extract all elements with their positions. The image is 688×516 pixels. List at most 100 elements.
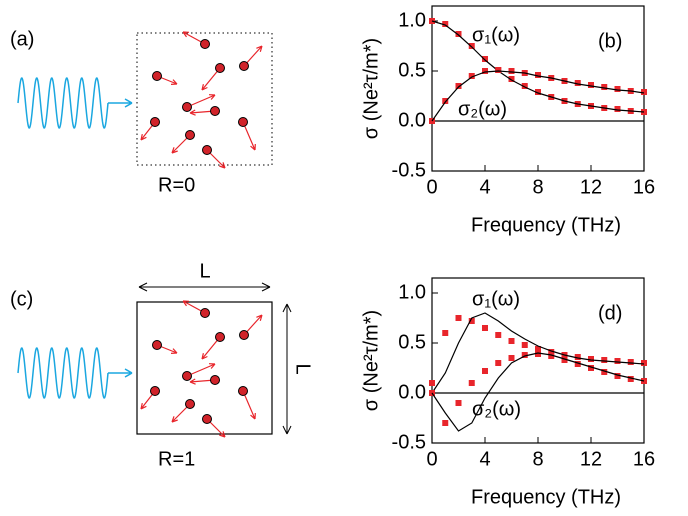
data-point (588, 356, 594, 362)
data-point (574, 361, 581, 367)
data-point (455, 315, 462, 321)
data-point (508, 76, 515, 82)
data-point (455, 400, 462, 406)
data-point (442, 330, 449, 336)
x-tick-label: 4 (479, 448, 490, 470)
particle (238, 117, 248, 127)
data-point (468, 318, 475, 324)
data-point (627, 376, 634, 382)
data-point (455, 83, 462, 89)
arrowhead (138, 282, 271, 292)
x-axis-label: Frequency (THz) (471, 486, 621, 508)
fit-line (431, 312, 645, 394)
data-point (508, 68, 515, 74)
wave-arrow (108, 98, 133, 108)
data-point (482, 56, 488, 62)
data-point (442, 21, 449, 27)
panel-label: (c) (10, 288, 33, 310)
velocity-arrow (186, 94, 216, 108)
data-point (588, 365, 594, 371)
data-point (614, 86, 621, 92)
wave (17, 77, 109, 129)
data-point (482, 368, 488, 374)
dimension-label: L (292, 363, 314, 374)
x-tick-label: 8 (532, 176, 543, 198)
data-point (641, 360, 647, 366)
particle (239, 330, 249, 340)
dimension-label: L (199, 260, 210, 282)
data-point (495, 360, 502, 366)
particle (152, 71, 162, 81)
x-tick-label: 12 (580, 448, 602, 470)
data-point (442, 420, 449, 426)
particle (202, 414, 212, 424)
data-point (495, 332, 502, 338)
velocity-arrow (186, 363, 216, 377)
data-point (574, 80, 581, 86)
data-point (548, 349, 555, 355)
data-point (535, 89, 541, 95)
data-point (548, 353, 555, 359)
y-tick-label: 0.0 (398, 381, 426, 403)
x-axis-label: Frequency (THz) (471, 214, 621, 236)
wave-arrow (108, 368, 133, 378)
data-point (482, 325, 488, 331)
x-tick-label: 12 (580, 176, 602, 198)
x-tick-label: 8 (532, 448, 543, 470)
x-tick-label: 0 (426, 448, 437, 470)
y-axis-label: σ (Ne²τ/m*) (360, 38, 382, 139)
data-point (641, 89, 647, 95)
data-point (535, 72, 541, 78)
caption: R=1 (158, 448, 195, 470)
curve-label: σ₂(ω) (472, 398, 521, 420)
data-point (627, 359, 634, 365)
fit-line (431, 352, 645, 432)
arrowhead (282, 303, 292, 435)
x-tick-label: 0 (426, 176, 437, 198)
panel-label: (d) (598, 302, 622, 324)
data-point (601, 369, 608, 375)
particle (210, 106, 220, 116)
particle (238, 386, 248, 396)
data-point (535, 346, 541, 352)
particle (182, 371, 192, 381)
data-point (601, 84, 608, 90)
particle (150, 386, 160, 396)
particle (215, 63, 225, 73)
box (136, 32, 273, 166)
data-point (508, 338, 515, 344)
data-point (614, 373, 621, 379)
y-tick-label: 1.0 (398, 281, 426, 303)
particle (182, 102, 192, 112)
x-tick-label: 16 (633, 448, 655, 470)
fit-line (431, 20, 645, 113)
data-point (535, 351, 541, 357)
y-tick-label: 0.5 (398, 331, 426, 353)
data-point (442, 98, 449, 104)
panel-label: (a) (10, 28, 34, 50)
data-point (495, 67, 502, 73)
data-point (588, 82, 594, 88)
data-point (468, 43, 475, 49)
particle (150, 117, 160, 127)
data-point (614, 358, 621, 364)
x-tick-label: 16 (633, 176, 655, 198)
data-point (521, 342, 528, 348)
particle (210, 375, 220, 385)
particle (200, 308, 210, 318)
y-tick-label: -0.5 (392, 159, 426, 181)
panel-label: (b) (598, 30, 622, 52)
data-point (561, 357, 568, 363)
velocity-arrow (242, 390, 256, 420)
data-point (574, 354, 581, 360)
particle (239, 61, 249, 71)
caption: R=0 (158, 174, 195, 196)
data-point (468, 73, 475, 79)
particle (185, 130, 195, 140)
y-axis-label: σ (Ne²τ/m*) (360, 310, 382, 411)
data-point (455, 31, 462, 37)
y-tick-label: 1.0 (398, 9, 426, 31)
curve-label: σ₁(ω) (472, 24, 520, 46)
curve-label: σ₁(ω) (472, 288, 520, 310)
